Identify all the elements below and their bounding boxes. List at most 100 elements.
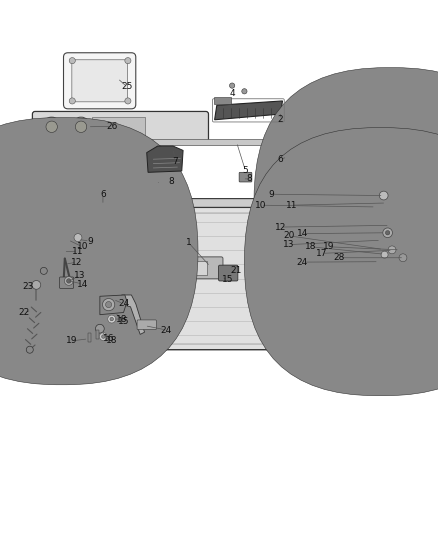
FancyBboxPatch shape — [377, 245, 389, 254]
Text: 9: 9 — [87, 237, 93, 246]
FancyBboxPatch shape — [239, 172, 252, 182]
Bar — [214, 97, 231, 103]
Text: 18: 18 — [117, 314, 128, 324]
Circle shape — [64, 277, 73, 285]
Circle shape — [242, 88, 247, 94]
Text: 1: 1 — [185, 238, 191, 247]
Text: 16: 16 — [103, 334, 114, 343]
Text: 10: 10 — [255, 201, 266, 209]
Circle shape — [125, 58, 131, 64]
Polygon shape — [100, 295, 127, 314]
Text: 12: 12 — [275, 223, 286, 231]
Text: 15: 15 — [222, 275, 233, 284]
Text: 19: 19 — [66, 336, 77, 345]
Circle shape — [399, 254, 407, 262]
Bar — [145, 140, 276, 145]
Text: 24: 24 — [118, 299, 129, 308]
Text: 22: 22 — [18, 308, 30, 317]
Circle shape — [381, 251, 388, 258]
Text: 20: 20 — [283, 231, 295, 240]
Text: 4: 4 — [230, 89, 235, 98]
Circle shape — [74, 233, 82, 241]
FancyBboxPatch shape — [72, 60, 127, 102]
Text: 21: 21 — [231, 266, 242, 276]
FancyBboxPatch shape — [87, 204, 98, 214]
Polygon shape — [64, 207, 69, 356]
Text: 6: 6 — [277, 155, 283, 164]
Circle shape — [46, 121, 57, 133]
Text: 6: 6 — [100, 190, 106, 199]
Text: 15: 15 — [118, 317, 130, 326]
Text: 10: 10 — [77, 243, 88, 251]
Text: 13: 13 — [74, 271, 85, 280]
Text: 5: 5 — [242, 166, 248, 175]
Bar — [88, 333, 91, 342]
Circle shape — [32, 280, 41, 289]
Circle shape — [102, 335, 105, 338]
FancyBboxPatch shape — [32, 111, 208, 142]
Polygon shape — [101, 295, 145, 334]
Circle shape — [388, 246, 396, 254]
Circle shape — [379, 191, 388, 200]
Text: 11: 11 — [72, 247, 84, 256]
Circle shape — [230, 83, 235, 88]
FancyBboxPatch shape — [60, 277, 74, 288]
Text: 11: 11 — [286, 201, 297, 209]
FancyBboxPatch shape — [165, 257, 223, 279]
Polygon shape — [147, 146, 183, 172]
Text: 24: 24 — [297, 257, 308, 266]
Text: 24: 24 — [161, 326, 172, 335]
Circle shape — [125, 98, 131, 104]
Text: 7: 7 — [172, 157, 178, 166]
FancyBboxPatch shape — [254, 68, 438, 336]
Text: 13: 13 — [283, 240, 295, 249]
FancyBboxPatch shape — [60, 230, 75, 250]
Text: 26: 26 — [106, 122, 117, 131]
Text: 18: 18 — [305, 243, 317, 251]
Circle shape — [108, 315, 116, 323]
Text: 8: 8 — [168, 176, 174, 185]
Text: 23: 23 — [22, 282, 33, 290]
Circle shape — [69, 58, 75, 64]
Circle shape — [69, 98, 75, 104]
Bar — [191, 261, 207, 275]
FancyBboxPatch shape — [393, 243, 406, 256]
FancyBboxPatch shape — [244, 128, 438, 395]
Circle shape — [26, 346, 33, 353]
Polygon shape — [68, 199, 377, 207]
Circle shape — [99, 333, 107, 341]
Text: 28: 28 — [334, 253, 345, 262]
Circle shape — [42, 117, 61, 136]
Circle shape — [102, 298, 115, 311]
Polygon shape — [68, 207, 370, 350]
FancyBboxPatch shape — [137, 320, 156, 329]
Circle shape — [385, 231, 390, 235]
Circle shape — [110, 317, 113, 321]
Bar — [172, 261, 187, 275]
Text: 2: 2 — [278, 115, 283, 124]
Circle shape — [75, 121, 87, 133]
Text: 17: 17 — [316, 249, 328, 258]
FancyBboxPatch shape — [219, 265, 238, 281]
Text: 8: 8 — [247, 174, 253, 183]
Circle shape — [106, 302, 112, 308]
FancyBboxPatch shape — [0, 118, 198, 385]
Circle shape — [383, 228, 392, 238]
FancyBboxPatch shape — [64, 53, 136, 109]
Circle shape — [67, 279, 71, 283]
FancyBboxPatch shape — [372, 197, 387, 216]
Text: 14: 14 — [77, 279, 88, 288]
Text: 14: 14 — [297, 229, 308, 238]
Text: 12: 12 — [71, 257, 82, 266]
Text: 19: 19 — [323, 243, 334, 251]
Text: 18: 18 — [106, 336, 117, 345]
Text: 25: 25 — [121, 83, 133, 92]
Text: 9: 9 — [268, 190, 275, 199]
Circle shape — [95, 324, 104, 333]
Circle shape — [40, 268, 47, 274]
Circle shape — [281, 154, 289, 162]
FancyBboxPatch shape — [155, 175, 166, 185]
FancyBboxPatch shape — [375, 233, 390, 246]
Polygon shape — [215, 101, 283, 120]
Circle shape — [71, 117, 91, 136]
